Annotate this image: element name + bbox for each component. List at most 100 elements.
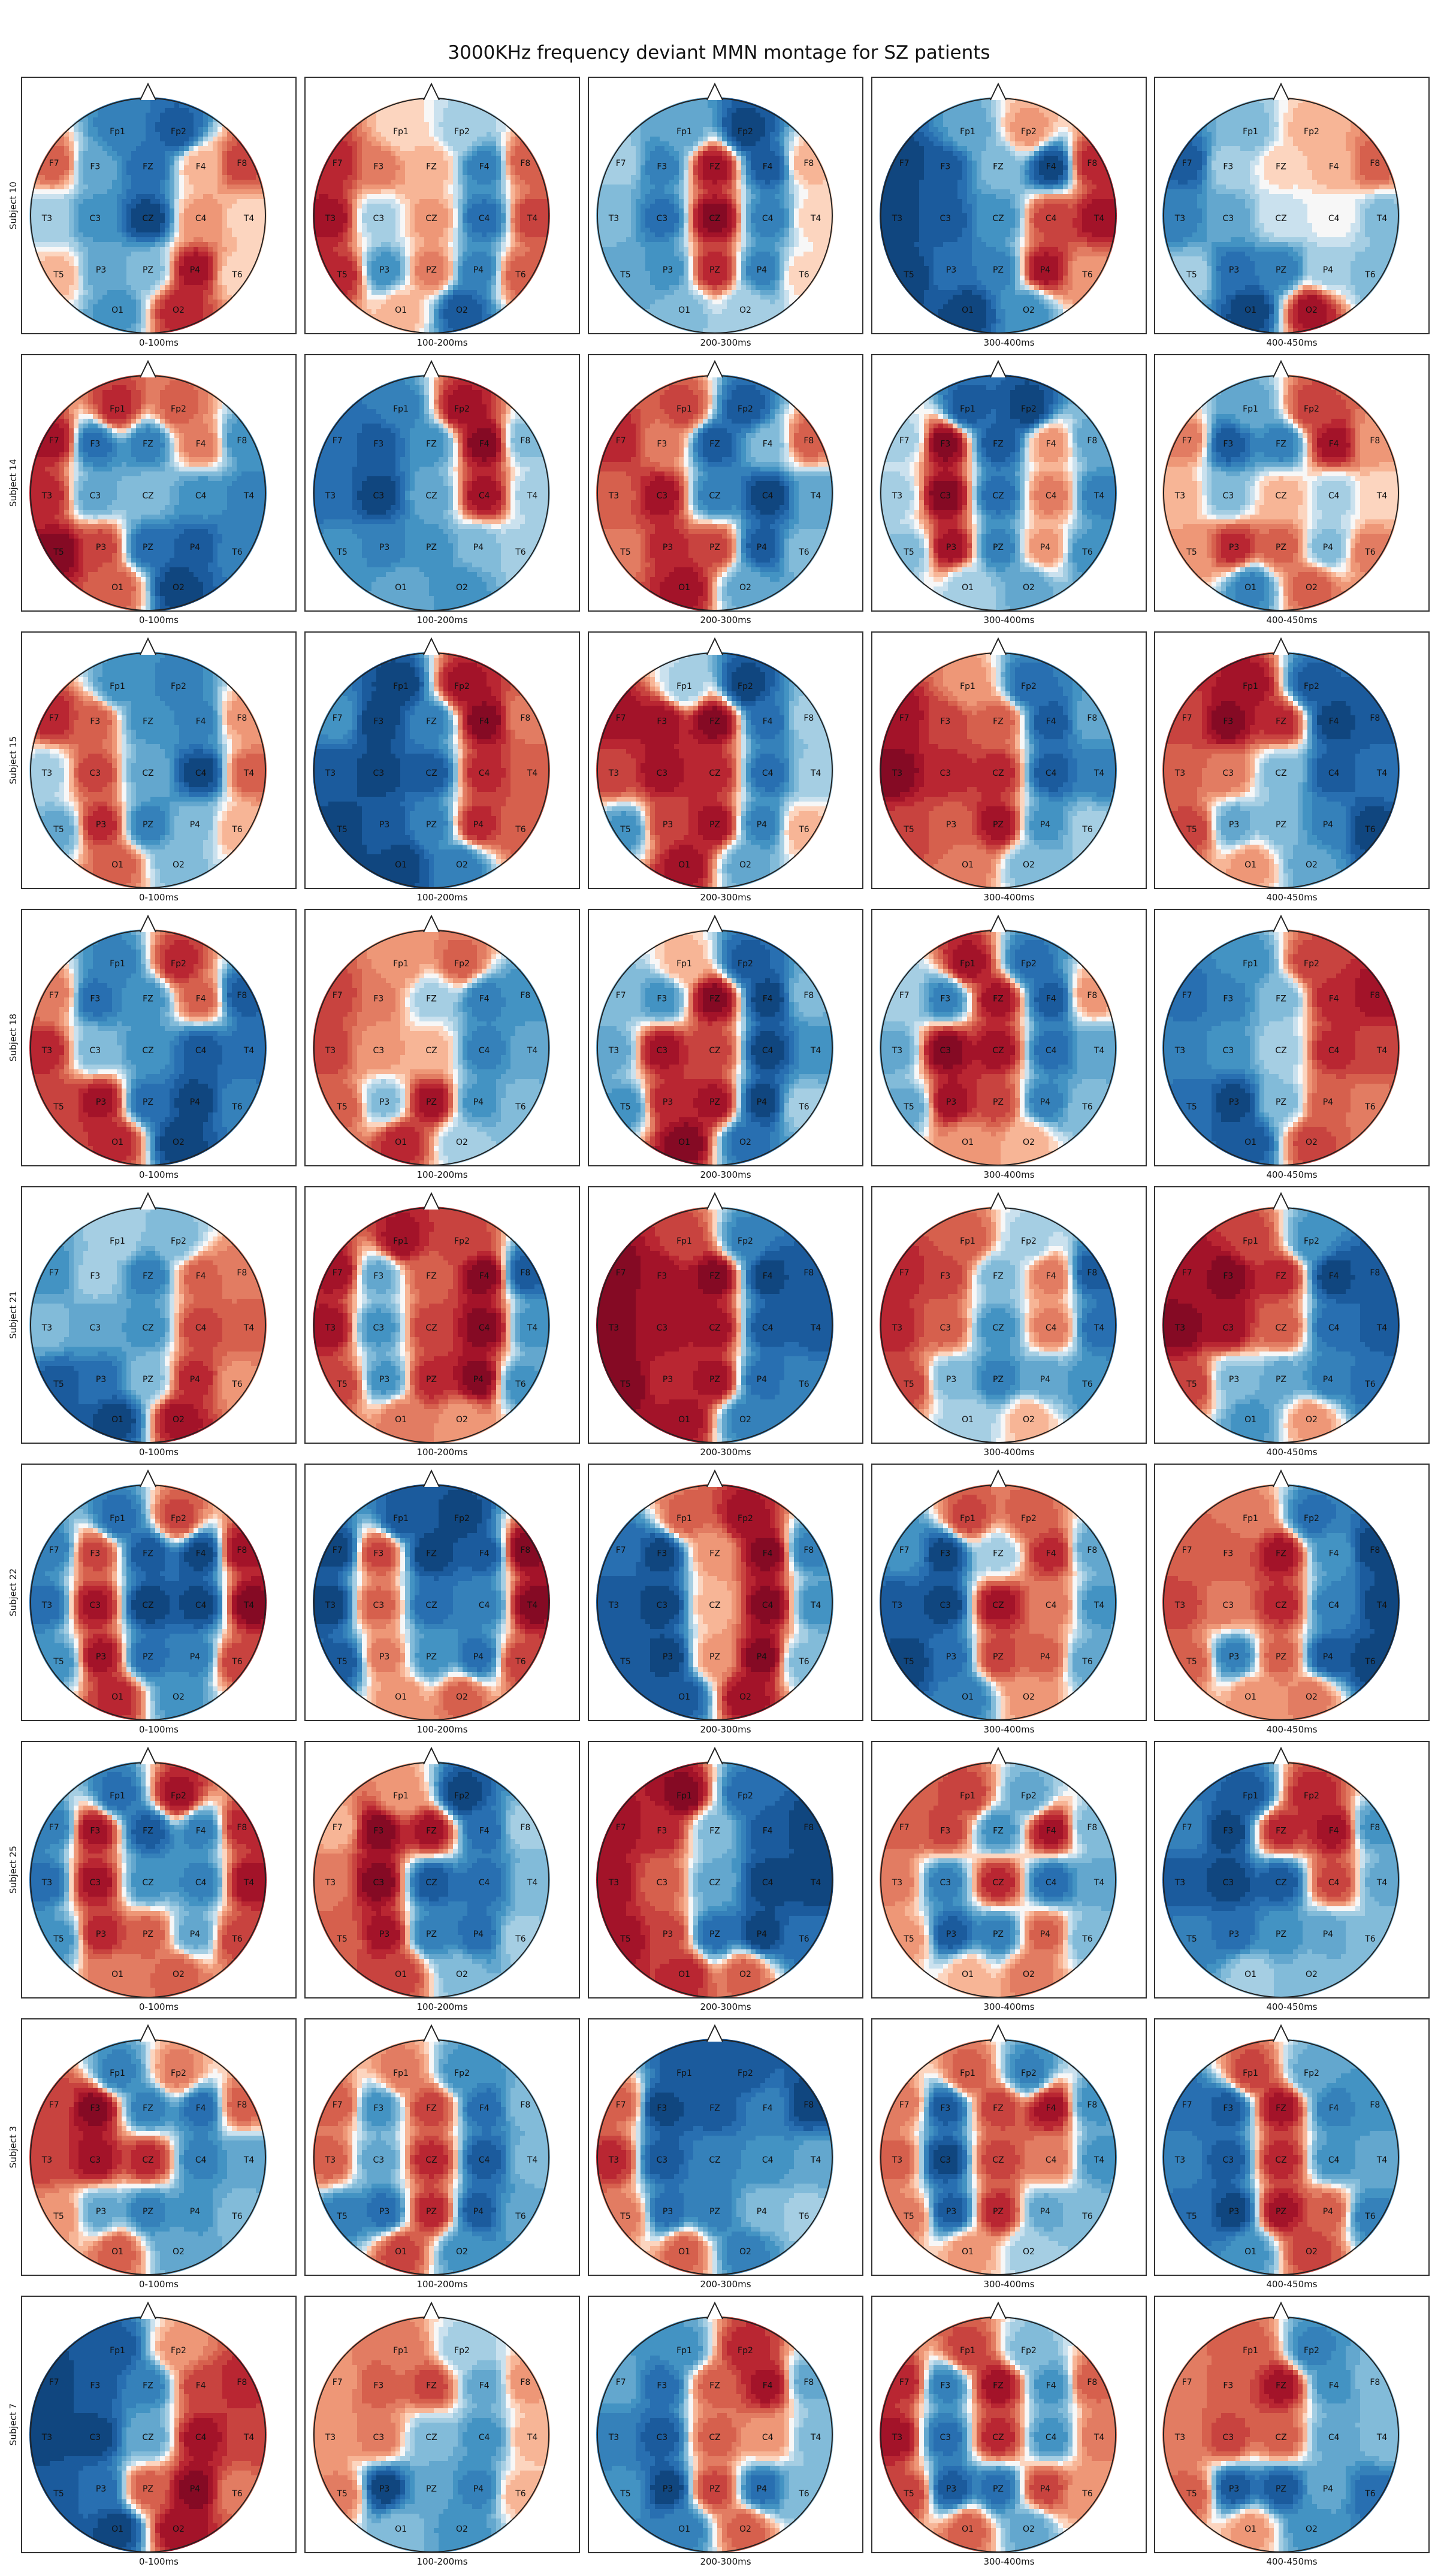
electrode-label: CZ [142, 214, 153, 223]
topomap-panel: Fp1 Fp2 F7 F3 FZ F4 F8 T3 C3 CZ C4 T4 T5 P3 PZ P4 T6 O1 O2 [304, 1464, 580, 1721]
electrode-label: PZ [709, 1930, 720, 1939]
electrode-label: T3 [892, 1323, 902, 1333]
electrode-label: CZ [425, 1601, 437, 1610]
electrode-label: T6 [798, 1657, 809, 1667]
electrode-label: P3 [1229, 1375, 1239, 1384]
electrode-label: T5 [620, 270, 630, 280]
electrode-label: T5 [53, 1380, 64, 1389]
electrode-label: F4 [1046, 440, 1056, 449]
electrode-label: C3 [939, 1601, 951, 1610]
electrode-label: O1 [111, 860, 123, 870]
nose-marker [1273, 1471, 1289, 1487]
electrode-label: CZ [709, 214, 720, 223]
electrode-label: O1 [962, 860, 974, 870]
electrode-label: T4 [1093, 1878, 1105, 1888]
electrode-label: PZ [143, 265, 153, 275]
electrode-label: CZ [709, 2433, 720, 2442]
electrode-label: O2 [1023, 860, 1035, 870]
nose-marker [990, 361, 1006, 377]
electrode-label: P3 [663, 2207, 673, 2217]
nose-marker [140, 1471, 156, 1487]
electrode-label: F3 [1223, 2104, 1233, 2114]
electrode-label: O2 [456, 2524, 468, 2534]
electrode-label: Fp2 [1021, 959, 1037, 969]
electrode-label: P4 [473, 265, 484, 275]
electrode-label: C4 [1046, 769, 1057, 778]
electrode-label: F7 [49, 713, 59, 723]
electrode-label: F3 [90, 2381, 100, 2391]
electrode-label: Fp1 [676, 2069, 692, 2078]
electrode-label: C3 [1222, 1878, 1234, 1888]
electrode-label: O2 [739, 306, 751, 315]
topomap-panel: Fp1 Fp2 F7 F3 FZ F4 F8 T3 C3 CZ C4 T4 T5 P3 PZ P4 T6 O1 O2 [871, 1741, 1147, 1998]
electrode-label: T6 [798, 1102, 809, 1112]
electrode-label: F7 [899, 436, 910, 446]
electrode-label: Fp1 [1243, 127, 1258, 137]
nose-marker [707, 2303, 723, 2319]
electrode-label: T6 [515, 825, 526, 835]
electrode-label: P4 [473, 2484, 484, 2494]
electrode-label: C3 [89, 1878, 101, 1888]
electrode-label: T5 [620, 548, 630, 557]
electrode-label: Fp1 [1243, 1514, 1258, 1523]
electrode-label: O2 [739, 2247, 751, 2257]
electrode-label: T5 [53, 548, 64, 557]
nose-marker [990, 1193, 1006, 1210]
time-window-label: 100-200ms [304, 892, 580, 903]
electrode-label: O2 [1306, 1138, 1318, 1147]
topomap-panel: Fp1 Fp2 F7 F3 FZ F4 F8 T3 C3 CZ C4 T4 T5 P3 PZ P4 T6 O1 O2 [871, 2296, 1147, 2553]
electrode-label: F7 [616, 1823, 626, 1833]
electrode-label: P3 [379, 1652, 389, 1662]
electrode-label: F3 [657, 994, 667, 1004]
nose-marker [707, 1748, 723, 1764]
electrode-label: F8 [237, 436, 247, 446]
electrode-label: F4 [1046, 717, 1056, 727]
electrode-label: P3 [96, 1652, 106, 1662]
electrode-label: T6 [1081, 2212, 1093, 2221]
electrode-label: T4 [810, 2155, 821, 2165]
electrode-label: O1 [395, 1138, 407, 1147]
electrode-label: F3 [373, 1272, 383, 1281]
electrode-label: C3 [89, 769, 101, 778]
electrode-label: Fp2 [1021, 127, 1037, 137]
electrode-label: F3 [1223, 1549, 1233, 1559]
electrode-label: F8 [237, 1546, 247, 1555]
electrode-label: F3 [373, 717, 383, 727]
electrode-label: T4 [1376, 1323, 1388, 1333]
electrode-label: T5 [620, 1102, 630, 1112]
electrode-label: PZ [993, 2207, 1004, 2217]
electrode-label: O1 [111, 1692, 123, 1702]
electrode-label: CZ [1275, 1323, 1286, 1333]
electrode-label: F7 [49, 1546, 59, 1555]
electrode-label: Fp2 [738, 404, 753, 414]
electrode-label: CZ [142, 769, 153, 778]
electrode-label: O2 [1306, 1970, 1318, 1979]
nose-marker [990, 2025, 1006, 2042]
electrode-label: CZ [1275, 2433, 1286, 2442]
electrode-label: PZ [993, 1375, 1004, 1384]
electrode-label: O2 [1023, 306, 1035, 315]
electrode-label: Fp1 [960, 959, 975, 969]
electrode-label: FZ [426, 440, 437, 449]
topomap-panel: Fp1 Fp2 F7 F3 FZ F4 F8 T3 C3 CZ C4 T4 T5 P3 PZ P4 T6 O1 O2 [304, 631, 580, 889]
electrode-label: T3 [608, 2433, 619, 2442]
electrode-label: T6 [1081, 548, 1093, 557]
electrode-label: Fp2 [454, 127, 470, 137]
electrode-label: F8 [1370, 159, 1380, 168]
electrode-label: F8 [1087, 1546, 1097, 1555]
topomap-panel: Fp1 Fp2 F7 F3 FZ F4 F8 T3 C3 CZ C4 T4 T5 P3 PZ P4 T6 O1 O2 [1154, 2296, 1430, 2553]
electrode-label: P4 [190, 1652, 200, 1662]
electrode-label: CZ [992, 2433, 1004, 2442]
electrode-label: F8 [520, 436, 530, 446]
electrode-label: PZ [143, 1930, 153, 1939]
electrode-label: T3 [41, 1046, 52, 1056]
electrode-label: O2 [456, 2247, 468, 2257]
electrode-label: F7 [333, 159, 343, 168]
time-window-label: 200-300ms [588, 1447, 863, 1458]
electrode-label: O1 [962, 1138, 974, 1147]
electrode-label: PZ [993, 2484, 1004, 2494]
topomap-panel: Fp1 Fp2 F7 F3 FZ F4 F8 T3 C3 CZ C4 T4 T5 P3 PZ P4 T6 O1 O2 [588, 1186, 863, 1444]
electrode-label: PZ [1276, 1652, 1286, 1662]
